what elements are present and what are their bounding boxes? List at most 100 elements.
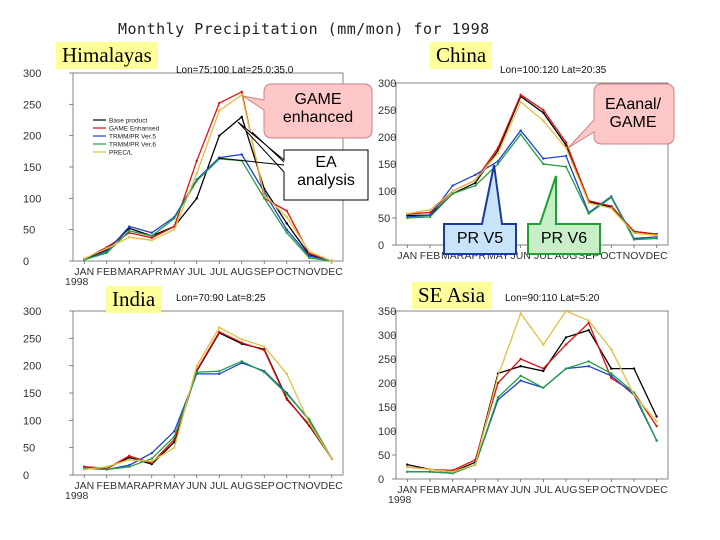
data-point [564,165,568,168]
data-point [263,345,266,348]
data-point [564,154,568,158]
data-point [285,398,288,401]
data-point [308,421,311,425]
data-point [195,159,198,162]
data-point [285,215,288,219]
data-point [263,197,266,200]
x-tick-label: MAY [487,484,509,496]
data-point [587,365,590,368]
data-point [195,172,198,175]
x-year-label: 1998 [65,276,89,288]
data-point [519,365,522,368]
x-tick-label: OCT [276,480,299,492]
x-tick-label: JAN [397,250,417,262]
data-point [83,468,86,471]
data-point [128,225,131,228]
data-point [173,441,176,444]
data-point [496,152,500,155]
series-line-prec-l [84,93,333,262]
coords-se-asia: Lon=90:110 Lat=5:20 [505,293,600,304]
data-point [406,216,409,220]
data-point [195,197,198,200]
y-tick-label: 100 [378,426,396,438]
x-tick-label: JAN [74,480,94,492]
data-point [610,204,613,208]
data-point [519,312,522,315]
data-point [542,367,545,370]
data-point [150,451,153,455]
data-point [150,239,153,242]
data-point [406,465,409,469]
data-point [218,134,221,137]
x-tick-label: APR [465,484,487,496]
data-point [285,222,288,225]
x-tick-label: NOV [623,484,646,496]
region-label-india: India [106,286,162,313]
panel-india: 0 50 100 150 200 250 300 JAN FEB MAR APR MAY JUN JUL A… [23,306,344,502]
data-point [428,208,432,212]
data-point [564,367,568,370]
x-tick-label: AUG [555,484,578,496]
x-tick-label: FEB [420,250,440,262]
data-point [542,108,545,112]
data-point [330,259,333,263]
data-point [240,90,243,94]
data-point [564,309,568,313]
y-tick-label: 300 [378,330,396,342]
series-line-trmm-pr-ver-6 [407,360,658,474]
data-point [519,133,522,136]
data-point [285,231,288,234]
x-tick-label: FEB [97,266,117,278]
data-point [474,184,477,187]
x-tick-label: DEC [646,484,669,496]
data-point [587,212,590,215]
data-point [105,247,108,250]
data-point [564,146,568,149]
x-tick-label: JUL [534,484,553,496]
data-point [496,162,500,166]
y-tick-label: 250 [23,333,41,345]
data-point [195,179,198,182]
data-point [428,211,432,214]
data-point [308,418,311,421]
coords-india: Lon=70:90 Lat=8:25 [176,293,266,304]
data-point [564,336,568,339]
panel-se-asia: 0 50 100 150 200 250 300 350 JAN FEB MAR APR MAY JUN J… [378,306,669,506]
data-point [173,446,176,449]
data-point [587,201,590,205]
y-tick-label: 0 [23,470,29,482]
series-line-trmm-pr-ver-5 [84,153,332,262]
x-tick-label: JAN [74,266,94,278]
legend-label: TRMM/PR Ver.6 [109,142,156,149]
pr-v6-callout: PR V6 [540,230,588,247]
data-point [610,367,613,370]
y-tick-label: 0 [378,240,384,252]
data-point [263,349,266,352]
data-point [610,196,613,199]
data-point [240,115,243,119]
y-tick-label: 250 [378,354,396,366]
series-line-trmm-pr-ver-6 [407,133,657,241]
data-point [519,129,522,132]
legend-label: GAME Enhansed [109,126,160,133]
data-point [542,343,545,346]
data-point [218,330,221,333]
data-point [150,236,153,240]
data-point [285,209,288,213]
data-point [587,321,590,325]
data-point [406,463,409,466]
data-point [474,181,477,185]
legend-label: Base product [109,118,147,125]
chart-title: Monthly Precipitation (mm/mon) for 1998 [118,20,490,38]
data-point [655,425,658,428]
data-point [474,173,477,176]
data-point [105,465,108,468]
data-point [519,379,522,382]
data-point [218,326,221,329]
x-tick-label: JUL [210,480,229,492]
data-point [587,329,590,332]
data-point [263,371,266,374]
